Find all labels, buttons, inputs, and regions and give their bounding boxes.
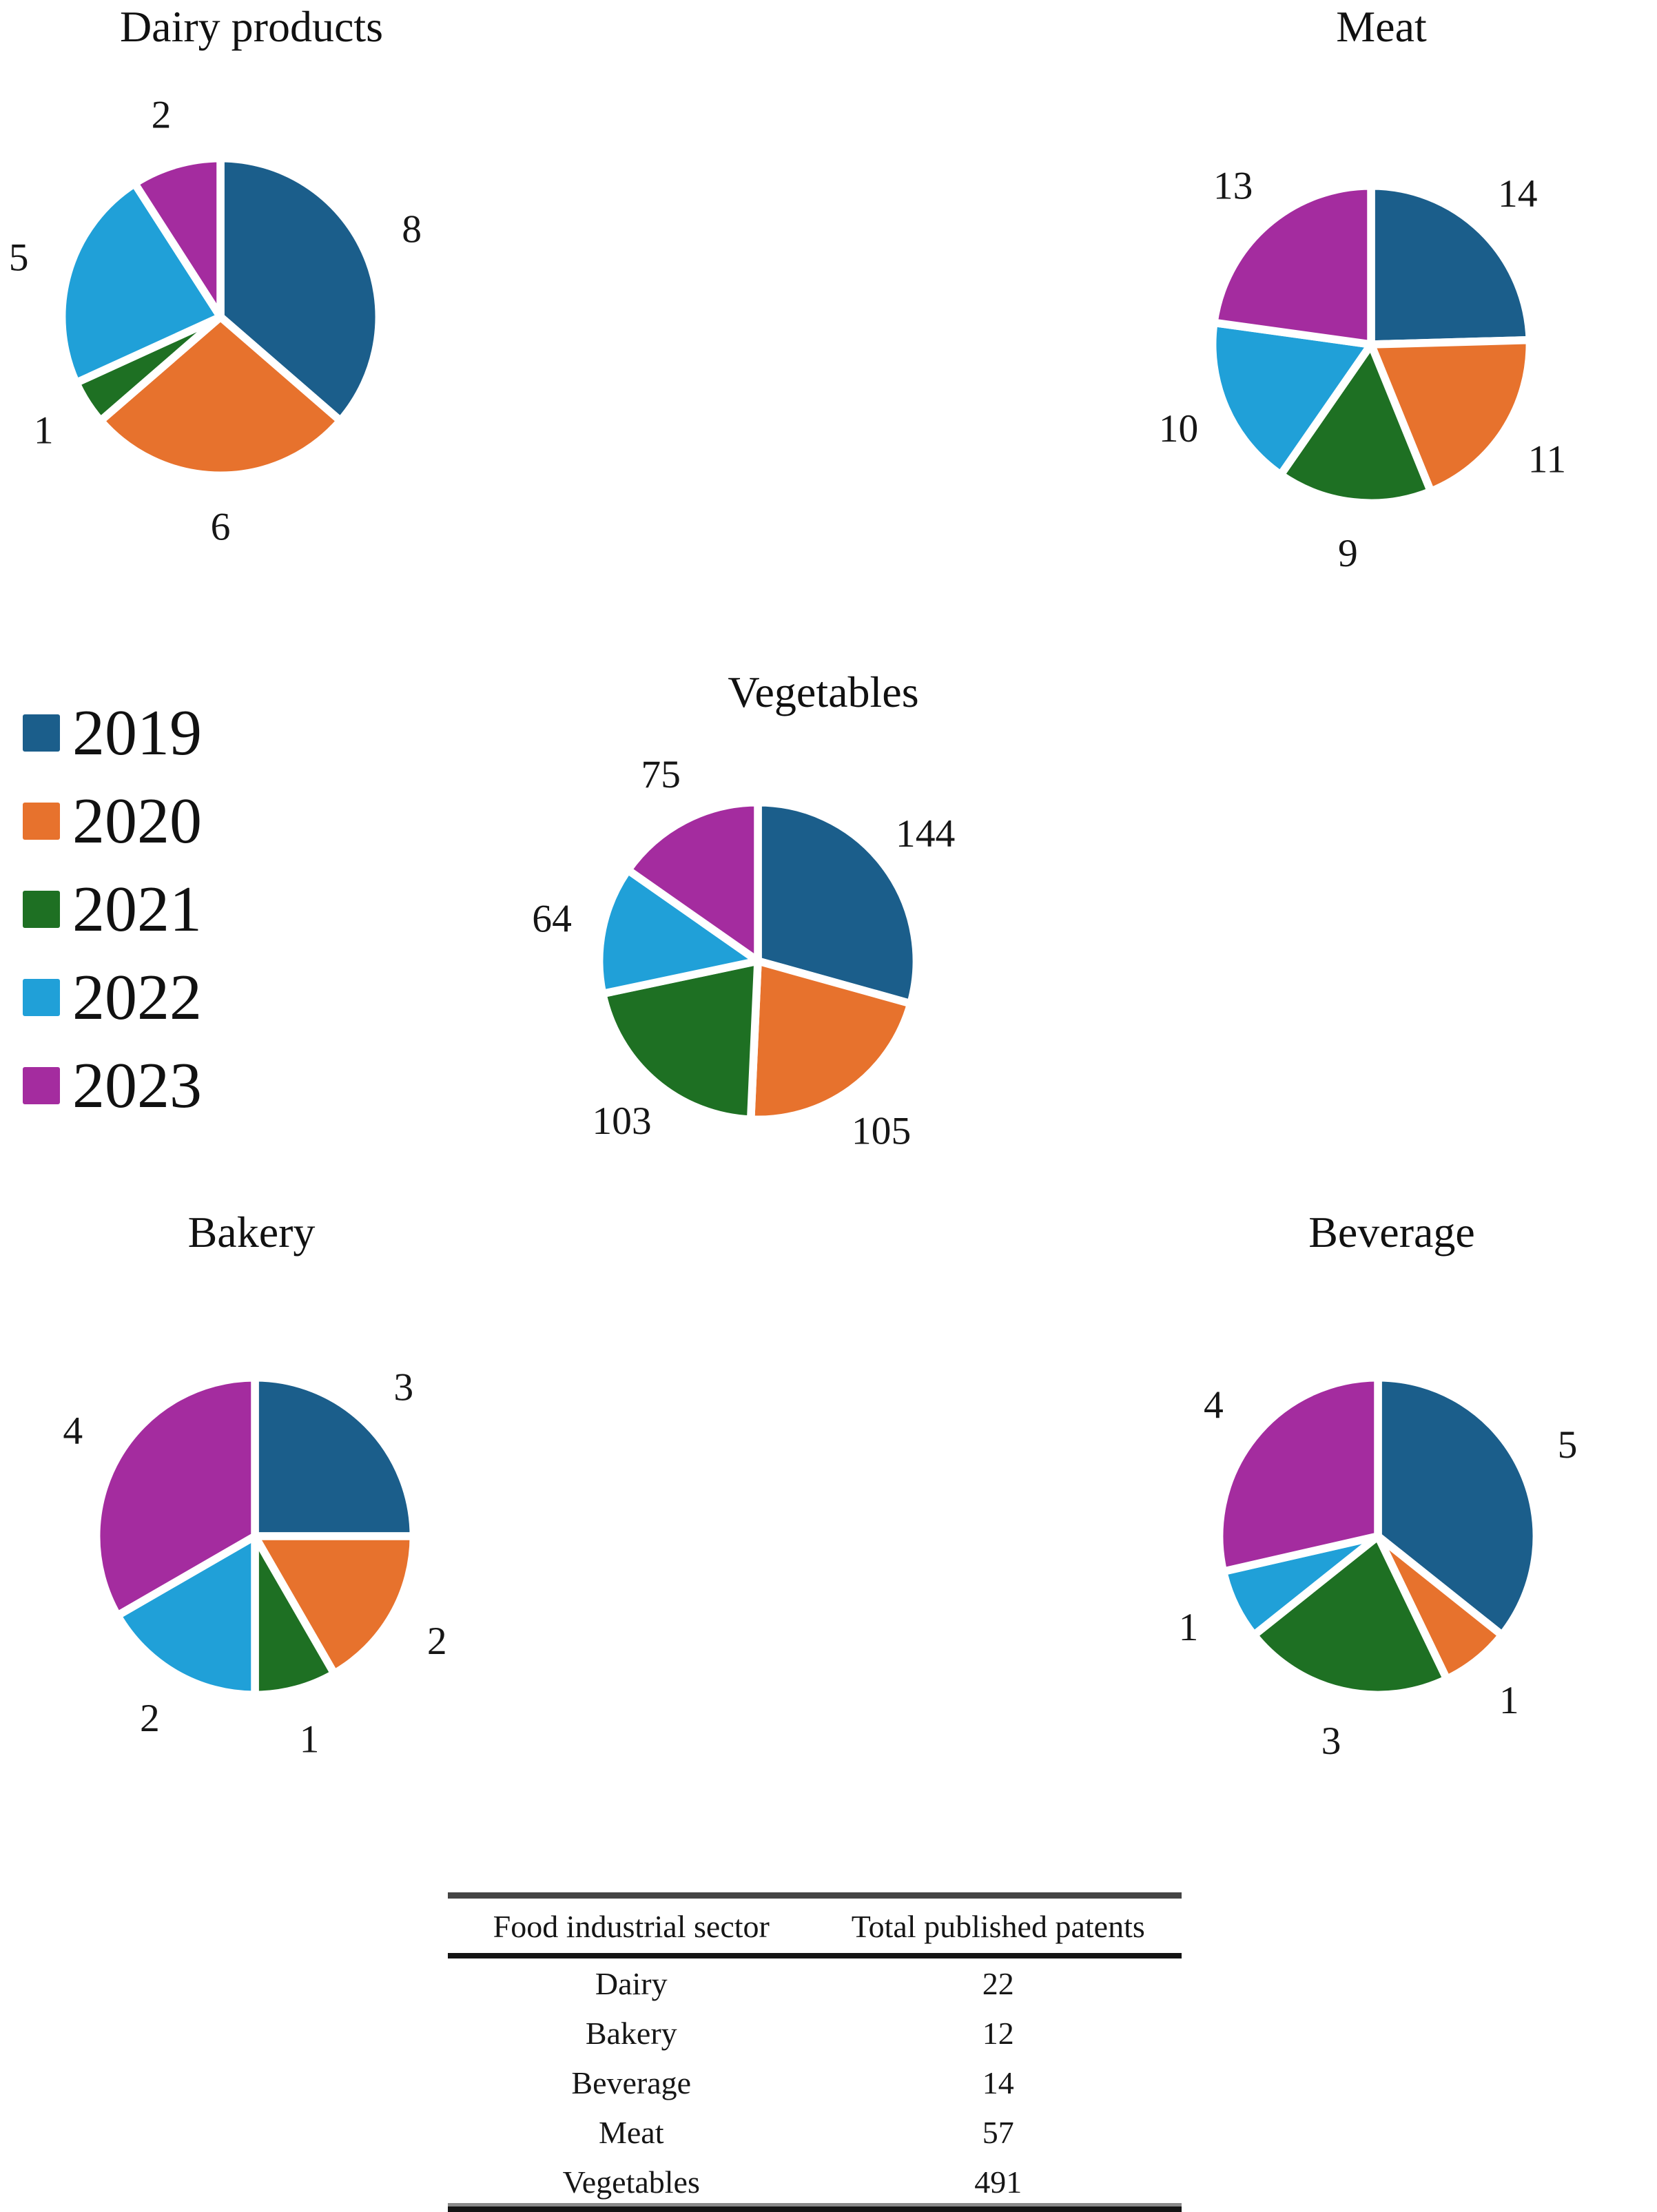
pie-slice-label: 1 <box>1499 1679 1519 1722</box>
pie-slice-label: 103 <box>592 1099 651 1143</box>
pie-slice-2023 <box>130 154 225 321</box>
pie-slice-2021 <box>598 957 762 1124</box>
pie-slice-label: 5 <box>1558 1423 1578 1467</box>
pie-slice-2020 <box>251 1532 418 1678</box>
pie-slice-2021 <box>1277 340 1435 508</box>
legend-label-2019: 2019 <box>72 697 202 769</box>
pie-svg-beverage: 5 1 3 1 4 <box>1179 1373 1578 1763</box>
table-rule-bottom <box>448 2206 1182 2212</box>
pie-slice-label: 8 <box>402 208 422 251</box>
table-cell-value: 491 <box>974 2164 1022 2200</box>
pie-slice-label: 1 <box>300 1717 320 1761</box>
year-legend: 2019 2020 2021 2022 2023 <box>23 689 202 1130</box>
pie-slice-label: 1 <box>1179 1606 1199 1649</box>
legend-item-2022: 2022 <box>23 953 202 1042</box>
table-rule-header <box>448 1953 1182 1958</box>
legend-item-2019: 2019 <box>23 689 202 777</box>
pie-svg-dairy: 8 6 1 5 2 <box>9 94 422 549</box>
chart-title-bakery: Bakery <box>187 1208 316 1257</box>
chart-title-dairy: Dairy products <box>119 2 384 51</box>
table-cell-sector: Meat <box>598 2115 664 2150</box>
table-row-meat: Meat 57 <box>448 2107 1182 2157</box>
legend-label-2023: 2023 <box>72 1050 202 1121</box>
pie-slice-2019 <box>1374 1373 1541 1640</box>
pie-slice-label: 3 <box>1321 1719 1341 1763</box>
legend-swatch-2021 <box>23 891 60 928</box>
pie-slice-label: 75 <box>641 753 681 796</box>
legend-label-2022: 2022 <box>72 962 202 1033</box>
table-header-total: Total published patents <box>851 1909 1145 1944</box>
pie-slice-2022 <box>1208 318 1375 479</box>
legend-item-2023: 2023 <box>23 1042 202 1130</box>
table-cell-value: 57 <box>982 2115 1014 2150</box>
pie-slice-2020 <box>1367 335 1534 496</box>
pie-svg-meat: 14 11 9 10 13 <box>1159 164 1566 575</box>
table-cell-sector: Dairy <box>595 1966 668 2001</box>
pie-slice-2020 <box>96 313 344 480</box>
legend-swatch-2019 <box>23 714 60 752</box>
table-row-beverage: Beverage 14 <box>448 2058 1182 2107</box>
table-row-dairy: Dairy 22 <box>448 1958 1182 2008</box>
pie-slice-2019 <box>216 154 384 425</box>
pie-slice-2022 <box>113 1532 259 1699</box>
table-cell-sector: Beverage <box>571 2065 692 2100</box>
pie-slice-label: 1 <box>34 409 54 453</box>
pie-slice-label: 2 <box>427 1620 447 1663</box>
table-row-vegetables: Vegetables 491 <box>448 2157 1182 2206</box>
legend-label-2021: 2021 <box>72 874 202 945</box>
chart-title-beverage: Beverage <box>1308 1208 1475 1257</box>
pie-slice-label: 4 <box>63 1409 83 1453</box>
pie-slice-2019 <box>251 1373 418 1540</box>
table-cell-value: 22 <box>982 1966 1014 2001</box>
pie-slice-label: 9 <box>1338 532 1358 575</box>
chart-title-meat: Meat <box>1336 2 1427 51</box>
table-cell-value: 12 <box>982 2016 1014 2051</box>
table-cell-sector: Vegetables <box>562 2164 700 2200</box>
patents-table: Food industrial sector Total published p… <box>448 1892 1182 2212</box>
table-header-row: Food industrial sector Total published p… <box>448 1899 1182 1953</box>
pie-slice-label: 3 <box>393 1366 413 1409</box>
pie-slice-label: 144 <box>896 812 955 856</box>
pie-slice-label: 64 <box>532 897 572 940</box>
pie-slice-label: 4 <box>1204 1383 1224 1427</box>
pie-slice-2021 <box>1250 1532 1451 1699</box>
pie-slice-label: 11 <box>1528 437 1566 481</box>
pie-slice-label: 6 <box>211 506 231 549</box>
table-cell-sector: Bakery <box>585 2016 677 2051</box>
pie-slice-2023 <box>92 1373 259 1620</box>
pie-svg-bakery: 3 2 1 2 4 <box>63 1366 447 1761</box>
legend-item-2021: 2021 <box>23 865 202 953</box>
pie-slice-2019 <box>1367 181 1534 349</box>
table-cell-value: 14 <box>982 2065 1014 2100</box>
legend-swatch-2020 <box>23 803 60 840</box>
legend-item-2020: 2020 <box>23 777 202 865</box>
pie-slice-label: 10 <box>1159 407 1199 451</box>
table-body: Dairy 22 Bakery 12 Beverage 14 Meat 57 V… <box>448 1958 1182 2206</box>
pie-slice-label: 2 <box>152 94 172 137</box>
legend-swatch-2022 <box>23 979 60 1016</box>
legend-swatch-2023 <box>23 1067 60 1104</box>
table-header-sector: Food industrial sector <box>493 1909 770 1944</box>
pie-svg-vegetables: 144 105 103 64 75 <box>532 753 955 1153</box>
table-row-bakery: Bakery 12 <box>448 2008 1182 2058</box>
pie-slice-label: 14 <box>1498 172 1538 216</box>
pie-slice-2020 <box>746 957 915 1124</box>
legend-label-2020: 2020 <box>72 785 202 857</box>
pie-slice-2023 <box>1215 1373 1382 1575</box>
chart-title-vegetables: Vegetables <box>728 668 919 716</box>
table-rule-top <box>448 1892 1182 1899</box>
pie-slice-2023 <box>624 798 762 965</box>
pie-slice-2022 <box>595 866 762 998</box>
pie-slice-label: 2 <box>140 1697 160 1740</box>
pie-slice-2019 <box>754 798 921 1008</box>
pie-slice-2023 <box>1210 181 1375 349</box>
pie-slice-2022 <box>57 179 225 387</box>
pie-slice-label: 5 <box>9 236 29 279</box>
pie-slice-label: 105 <box>852 1110 911 1153</box>
pie-slice-label: 13 <box>1213 164 1253 207</box>
